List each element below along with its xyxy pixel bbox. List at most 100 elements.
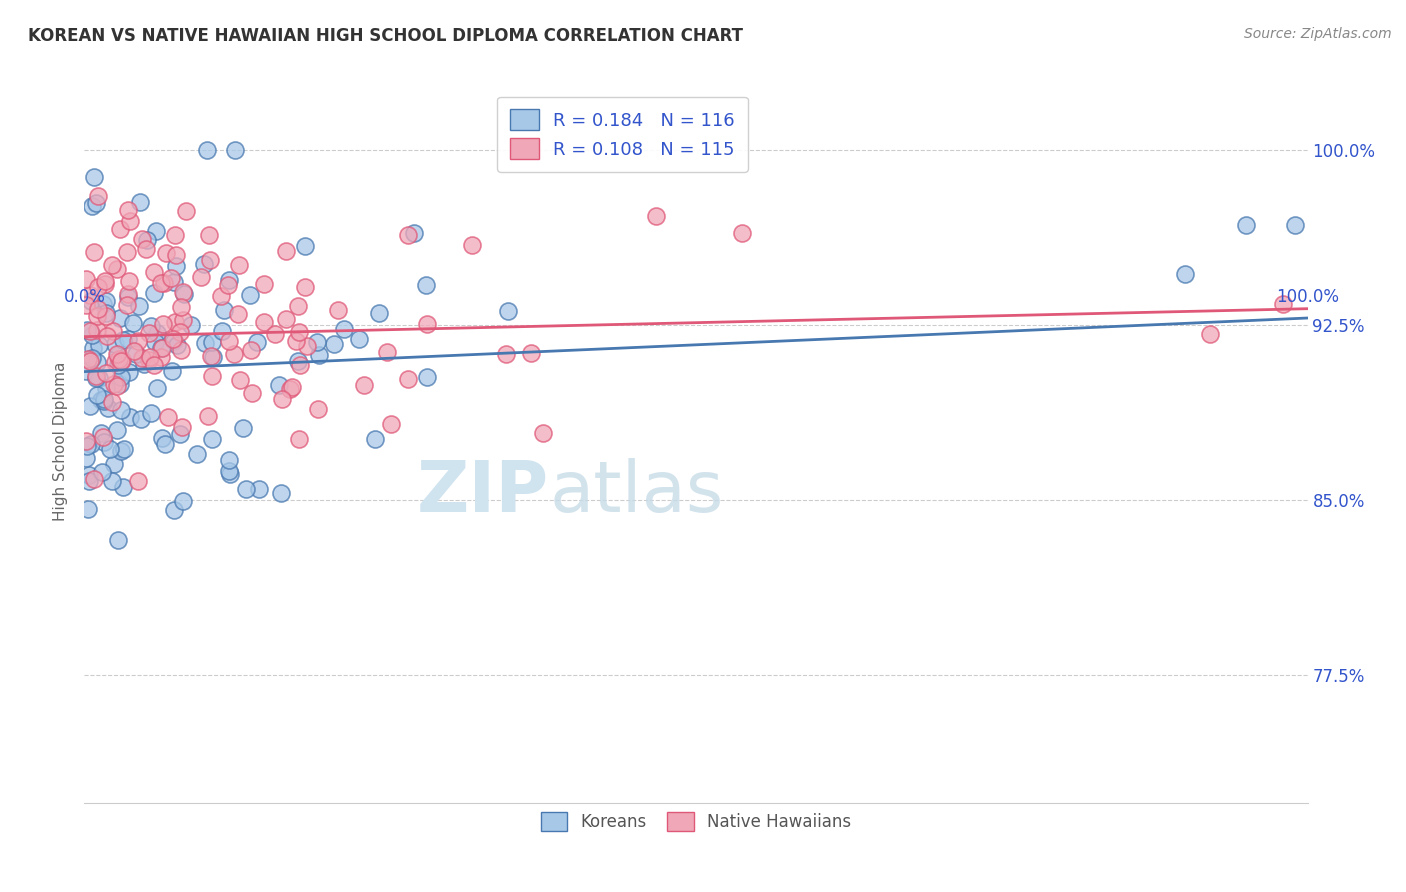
Point (77, 467, 100, 482)
Text: 0.0%: 0.0% (63, 288, 105, 306)
Point (139, 318, 162, 333)
Point (79, 353, 101, 368)
Point (322, 337, 344, 351)
Point (239, 287, 262, 301)
Point (364, 433, 387, 447)
Point (110, 353, 132, 368)
Point (222, 346, 245, 360)
Point (280, 380, 302, 394)
Point (103, 458, 125, 472)
Point (77, 351, 100, 366)
Point (93, 277, 115, 291)
Point (165, 248, 187, 262)
Point (75, 298, 97, 312)
Point (87, 280, 110, 294)
Point (135, 233, 157, 247)
Point (76, 323, 98, 337)
Point (108, 311, 131, 326)
Point (105, 346, 128, 360)
Point (173, 287, 195, 301)
Point (117, 287, 139, 301)
Point (101, 258, 124, 272)
Point (169, 300, 191, 314)
Point (1284, 218, 1306, 232)
Point (129, 412, 152, 426)
Point (146, 326, 169, 340)
Point (135, 242, 157, 256)
Point (172, 285, 194, 299)
Point (139, 351, 162, 365)
Point (103, 376, 125, 391)
Point (128, 195, 150, 210)
Point (86, 196, 108, 211)
Point (1236, 218, 1258, 232)
Point (214, 303, 236, 318)
Point (193, 257, 215, 271)
Point (90, 392, 112, 407)
Point (169, 427, 191, 442)
Point (127, 475, 149, 489)
Point (76, 440, 98, 454)
Point (118, 365, 141, 379)
Point (288, 358, 311, 372)
Point (229, 373, 252, 387)
Point (380, 417, 402, 432)
Point (80, 294, 103, 309)
Point (218, 464, 240, 478)
Point (295, 339, 318, 353)
Point (201, 334, 224, 349)
Point (415, 277, 437, 292)
Point (224, 143, 246, 157)
Point (87, 370, 110, 384)
Point (169, 325, 191, 339)
Point (209, 289, 232, 303)
Point (180, 318, 202, 332)
Point (246, 334, 269, 349)
Point (218, 334, 240, 348)
Point (228, 258, 250, 272)
Point (143, 334, 166, 349)
Point (115, 298, 138, 312)
Point (190, 269, 212, 284)
Point (90, 465, 112, 479)
Point (83, 472, 105, 486)
Point (104, 337, 127, 351)
Point (103, 324, 125, 338)
Point (498, 304, 520, 318)
Point (117, 203, 139, 218)
Text: atlas: atlas (550, 458, 724, 526)
Point (115, 245, 138, 260)
Point (333, 321, 356, 335)
Point (1174, 267, 1197, 281)
Point (211, 325, 233, 339)
Point (79, 324, 101, 338)
Point (84, 370, 107, 384)
Point (94, 305, 117, 319)
Point (519, 346, 541, 360)
Point (141, 406, 163, 420)
Point (186, 447, 208, 461)
Point (111, 480, 134, 494)
Point (160, 364, 183, 378)
Point (644, 209, 666, 223)
Point (170, 343, 193, 358)
Point (107, 533, 129, 547)
Point (294, 279, 316, 293)
Point (197, 409, 219, 424)
Point (201, 432, 224, 446)
Text: 100.0%: 100.0% (1277, 288, 1339, 306)
Point (120, 214, 142, 228)
Text: Source: ZipAtlas.com: Source: ZipAtlas.com (1244, 27, 1392, 41)
Point (274, 244, 297, 259)
Point (284, 334, 307, 348)
Point (77, 474, 100, 488)
Point (120, 409, 142, 424)
Point (287, 432, 309, 446)
Point (731, 226, 754, 240)
Point (94, 274, 117, 288)
Point (240, 385, 263, 400)
Point (93, 430, 115, 444)
Point (218, 453, 240, 467)
Point (200, 349, 222, 363)
Point (111, 352, 134, 367)
